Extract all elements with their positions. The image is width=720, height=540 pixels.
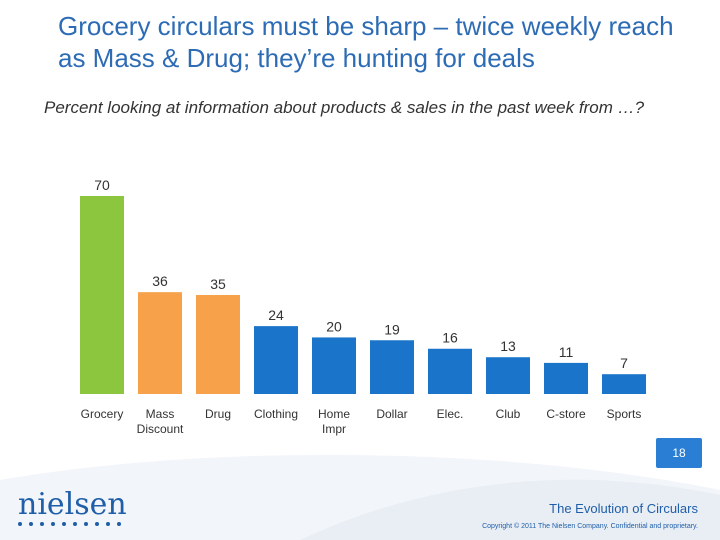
bar-drug [196, 295, 240, 394]
value-label-mass-discount: 36 [152, 273, 168, 289]
nielsen-logo: nielsen [18, 490, 127, 526]
logo-dots [18, 522, 127, 526]
category-label-grocery: Grocery [81, 407, 124, 421]
bar-home-impr [312, 337, 356, 394]
value-label-c-store: 11 [559, 344, 574, 360]
slide-title: Grocery circulars must be sharp – twice … [58, 11, 674, 73]
page-number-badge: 18 [656, 438, 702, 468]
bar-chart: 70 Grocery 36 Mass Discount 35 Drug 24 Clothing 2… [80, 177, 646, 436]
value-label-dollar: 19 [384, 321, 400, 337]
footer-title: The Evolution of Circulars [549, 501, 698, 516]
bar-c-store [544, 362, 588, 394]
category-label-mass-discount: Mass Discount [137, 407, 184, 436]
category-label-drug: Drug [205, 407, 231, 421]
footer-wave [0, 454, 720, 540]
category-label-c-store: C-store [546, 407, 586, 421]
bar-elec [428, 348, 472, 394]
category-label-home-impr: Home Impr [318, 407, 350, 436]
category-label-clothing: Clothing [254, 407, 298, 421]
value-label-sports: 7 [620, 355, 628, 371]
category-label-dollar: Dollar [376, 407, 407, 421]
bar-grocery [80, 196, 124, 394]
value-label-home-impr: 20 [326, 318, 342, 334]
value-label-clothing: 24 [268, 307, 284, 323]
copyright-notice: Copyright © 2011 The Nielsen Company. Co… [482, 523, 698, 530]
bar-dollar [370, 340, 414, 394]
category-label-club: Club [496, 407, 521, 421]
bar-sports [602, 374, 646, 394]
bar-mass-discount [138, 292, 182, 394]
value-label-grocery: 70 [94, 177, 110, 193]
value-label-drug: 35 [210, 276, 226, 292]
logo-text: nielsen [18, 487, 127, 522]
category-label-elec: Elec. [437, 407, 464, 421]
value-label-elec: 16 [442, 330, 458, 346]
category-label-sports: Sports [607, 407, 642, 421]
bar-club [486, 357, 530, 394]
value-label-club: 13 [500, 338, 516, 354]
bar-clothing [254, 326, 298, 394]
chart-subtitle: Percent looking at information about pro… [44, 98, 645, 117]
